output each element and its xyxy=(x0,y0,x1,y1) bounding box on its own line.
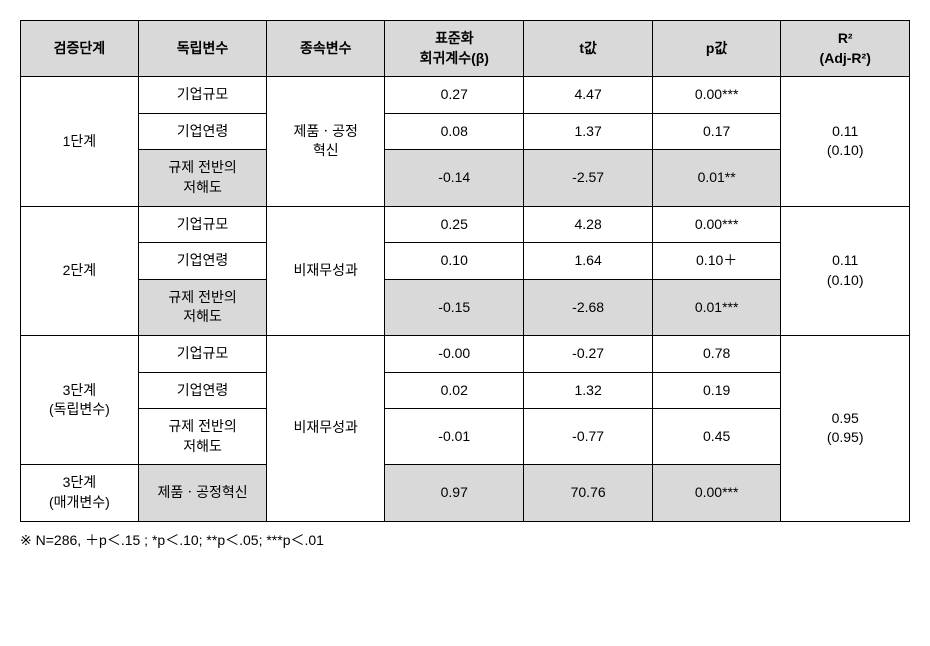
p-cell: 0.78 xyxy=(652,335,781,372)
header-beta: 표준화 회귀계수(β) xyxy=(385,21,524,77)
table-row: 규제 전반의 저해도 -0.01 -0.77 0.45 xyxy=(21,409,910,465)
iv-cell: 기업규모 xyxy=(138,206,267,243)
t-cell: 1.64 xyxy=(524,243,653,280)
t-cell: -2.57 xyxy=(524,150,653,206)
iv-cell: 규제 전반의 저해도 xyxy=(138,409,267,465)
iv-cell: 기업연령 xyxy=(138,243,267,280)
table-footnote: ※ N=286, ＋p＜.15 ; *p＜.10; **p＜.05; ***p＜… xyxy=(20,530,910,550)
regression-table: 검증단계 독립변수 종속변수 표준화 회귀계수(β) t값 p값 R² (Adj… xyxy=(20,20,910,522)
iv-cell: 규제 전반의 저해도 xyxy=(138,150,267,206)
dep-cell: 비재무성과 xyxy=(267,335,385,521)
t-cell: -2.68 xyxy=(524,279,653,335)
iv-cell: 기업연령 xyxy=(138,113,267,150)
p-cell: 0.17 xyxy=(652,113,781,150)
table-row: 2단계 기업규모 비재무성과 0.25 4.28 0.00*** 0.11 (0… xyxy=(21,206,910,243)
table-row: 기업연령 0.08 1.37 0.17 xyxy=(21,113,910,150)
p-cell: 0.00*** xyxy=(652,206,781,243)
beta-cell: 0.08 xyxy=(385,113,524,150)
p-cell: 0.19 xyxy=(652,372,781,409)
header-t: t값 xyxy=(524,21,653,77)
p-cell: 0.00*** xyxy=(652,77,781,114)
r2-cell: 0.95 (0.95) xyxy=(781,335,910,521)
p-cell: 0.45 xyxy=(652,409,781,465)
p-cell: 0.01*** xyxy=(652,279,781,335)
header-indep: 독립변수 xyxy=(138,21,267,77)
beta-cell: 0.97 xyxy=(385,465,524,521)
dep-cell: 비재무성과 xyxy=(267,206,385,335)
r2-cell: 0.11 (0.10) xyxy=(781,206,910,335)
beta-cell: -0.01 xyxy=(385,409,524,465)
t-cell: 4.47 xyxy=(524,77,653,114)
t-cell: 4.28 xyxy=(524,206,653,243)
table-row: 규제 전반의 저해도 -0.15 -2.68 0.01*** xyxy=(21,279,910,335)
dep-cell: 제품ㆍ공정 혁신 xyxy=(267,77,385,206)
t-cell: -0.27 xyxy=(524,335,653,372)
p-cell: 0.00*** xyxy=(652,465,781,521)
table-row: 3단계 (독립변수) 기업규모 비재무성과 -0.00 -0.27 0.78 0… xyxy=(21,335,910,372)
beta-cell: 0.10 xyxy=(385,243,524,280)
p-cell: 0.10＋ xyxy=(652,243,781,280)
beta-cell: -0.14 xyxy=(385,150,524,206)
table-row: 규제 전반의 저해도 -0.14 -2.57 0.01** xyxy=(21,150,910,206)
beta-cell: -0.15 xyxy=(385,279,524,335)
beta-cell: 0.25 xyxy=(385,206,524,243)
p-cell: 0.01** xyxy=(652,150,781,206)
beta-cell: 0.27 xyxy=(385,77,524,114)
iv-cell: 기업연령 xyxy=(138,372,267,409)
t-cell: 1.32 xyxy=(524,372,653,409)
t-cell: 1.37 xyxy=(524,113,653,150)
table-row: 기업연령 0.10 1.64 0.10＋ xyxy=(21,243,910,280)
stage-label: 2단계 xyxy=(21,206,139,335)
table-row: 3단계 (매개변수) 제품ㆍ공정혁신 0.97 70.76 0.00*** xyxy=(21,465,910,521)
header-stage: 검증단계 xyxy=(21,21,139,77)
stage-label: 3단계 (매개변수) xyxy=(21,465,139,521)
stage-label: 3단계 (독립변수) xyxy=(21,335,139,464)
iv-cell: 기업규모 xyxy=(138,335,267,372)
beta-cell: 0.02 xyxy=(385,372,524,409)
iv-cell: 기업규모 xyxy=(138,77,267,114)
header-dep: 종속변수 xyxy=(267,21,385,77)
table-row: 기업연령 0.02 1.32 0.19 xyxy=(21,372,910,409)
stage-label: 1단계 xyxy=(21,77,139,206)
header-r2: R² (Adj-R²) xyxy=(781,21,910,77)
iv-cell: 제품ㆍ공정혁신 xyxy=(138,465,267,521)
iv-cell: 규제 전반의 저해도 xyxy=(138,279,267,335)
beta-cell: -0.00 xyxy=(385,335,524,372)
r2-cell: 0.11 (0.10) xyxy=(781,77,910,206)
table-row: 1단계 기업규모 제품ㆍ공정 혁신 0.27 4.47 0.00*** 0.11… xyxy=(21,77,910,114)
header-p: p값 xyxy=(652,21,781,77)
t-cell: -0.77 xyxy=(524,409,653,465)
t-cell: 70.76 xyxy=(524,465,653,521)
